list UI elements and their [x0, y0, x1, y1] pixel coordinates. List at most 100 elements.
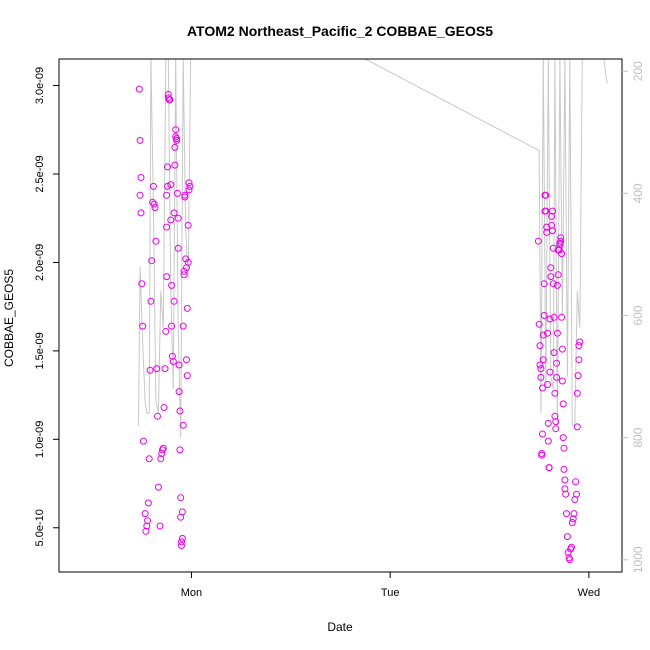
data-point	[548, 212, 556, 220]
data-point	[181, 193, 189, 201]
data-point	[184, 221, 192, 229]
data-point	[135, 85, 143, 93]
y-axis-label: COBBAE_GEOS5	[2, 269, 16, 367]
data-point	[556, 241, 564, 249]
data-point	[174, 214, 182, 222]
data-point	[536, 342, 544, 350]
data-point	[553, 329, 561, 337]
data-point	[151, 204, 159, 212]
data-point	[156, 522, 164, 530]
data-point	[576, 338, 584, 346]
chart-title: ATOM2 Northeast_Pacific_2 COBBAE_GEOS5	[187, 23, 493, 39]
data-point	[149, 182, 157, 190]
data-point	[575, 342, 583, 350]
data-point	[573, 490, 580, 498]
data-point	[144, 499, 152, 507]
data-point	[542, 207, 550, 215]
data-point	[142, 527, 150, 535]
data-point	[163, 223, 171, 231]
y2-tick-label: 600	[631, 305, 645, 325]
data-point	[575, 356, 583, 364]
x-tick-label: Mon	[181, 587, 202, 599]
data-point	[561, 485, 569, 493]
data-point	[160, 404, 168, 411]
data-point	[176, 407, 184, 415]
data-point	[539, 356, 547, 364]
data-point	[569, 515, 577, 523]
data-point	[175, 361, 183, 369]
data-point	[542, 191, 550, 199]
data-point	[136, 136, 144, 144]
y-tick-label: 2.0e-09	[34, 244, 46, 281]
data-point	[150, 200, 158, 208]
x-tick-label: Tue	[381, 587, 400, 599]
data-point	[539, 331, 547, 339]
data-point	[177, 494, 185, 502]
data-point	[143, 522, 151, 530]
data-point	[546, 368, 554, 376]
data-point	[173, 135, 181, 143]
data-point	[172, 126, 180, 134]
data-point	[169, 358, 177, 365]
data-point	[535, 320, 543, 328]
data-point	[566, 556, 574, 564]
data-point	[553, 281, 561, 289]
data-point	[185, 179, 193, 187]
data-point	[137, 174, 145, 181]
data-point	[558, 313, 566, 321]
data-point	[183, 372, 191, 380]
data-point	[176, 446, 184, 454]
data-point	[540, 280, 548, 288]
y2-tick-label: 400	[631, 183, 645, 203]
y-tick-label: 3.0e-09	[34, 67, 46, 104]
data-point	[570, 510, 578, 518]
data-point	[139, 322, 147, 330]
data-point	[568, 519, 576, 526]
data-point	[543, 223, 551, 231]
data-point	[551, 389, 559, 397]
data-point	[538, 451, 546, 459]
profile-line	[138, 59, 608, 438]
data-point	[552, 418, 560, 426]
y2-tick-label: 1000	[631, 546, 645, 573]
data-point	[178, 508, 186, 516]
data-point	[163, 273, 171, 281]
data-point	[144, 517, 152, 525]
data-point	[145, 455, 153, 463]
data-point	[178, 538, 185, 546]
data-point	[139, 437, 147, 445]
data-point	[574, 372, 582, 380]
data-point	[161, 365, 169, 373]
data-point	[554, 271, 562, 279]
data-point	[545, 464, 553, 472]
data-point	[547, 264, 555, 272]
data-point	[171, 143, 179, 151]
y-tick-label: 2.5e-09	[34, 155, 46, 192]
data-point	[184, 258, 192, 266]
data-point	[547, 273, 555, 281]
data-point	[539, 430, 546, 438]
data-point	[546, 315, 554, 323]
data-point	[568, 543, 575, 551]
data-point	[560, 465, 568, 473]
data-point	[154, 483, 162, 491]
data-point	[162, 327, 170, 335]
data-point	[561, 476, 569, 484]
data-point	[534, 237, 542, 245]
data-point	[147, 297, 155, 305]
data-point	[157, 455, 165, 463]
data-point	[146, 366, 154, 374]
data-point	[168, 281, 176, 289]
y-tick-label: 1.5e-09	[34, 332, 46, 369]
data-point	[180, 271, 188, 279]
data-point	[550, 313, 558, 321]
data-point	[153, 365, 161, 373]
data-point	[183, 304, 191, 312]
data-point	[544, 381, 551, 388]
y-axis: 5.0e-10 1.0e-09 1.5e-09 2.0e-09 2.5e-09 3.0e-…	[34, 67, 59, 546]
data-point	[558, 377, 566, 385]
data-point	[159, 444, 167, 452]
data-point	[137, 209, 145, 217]
x-axis-label: Date	[327, 620, 353, 634]
